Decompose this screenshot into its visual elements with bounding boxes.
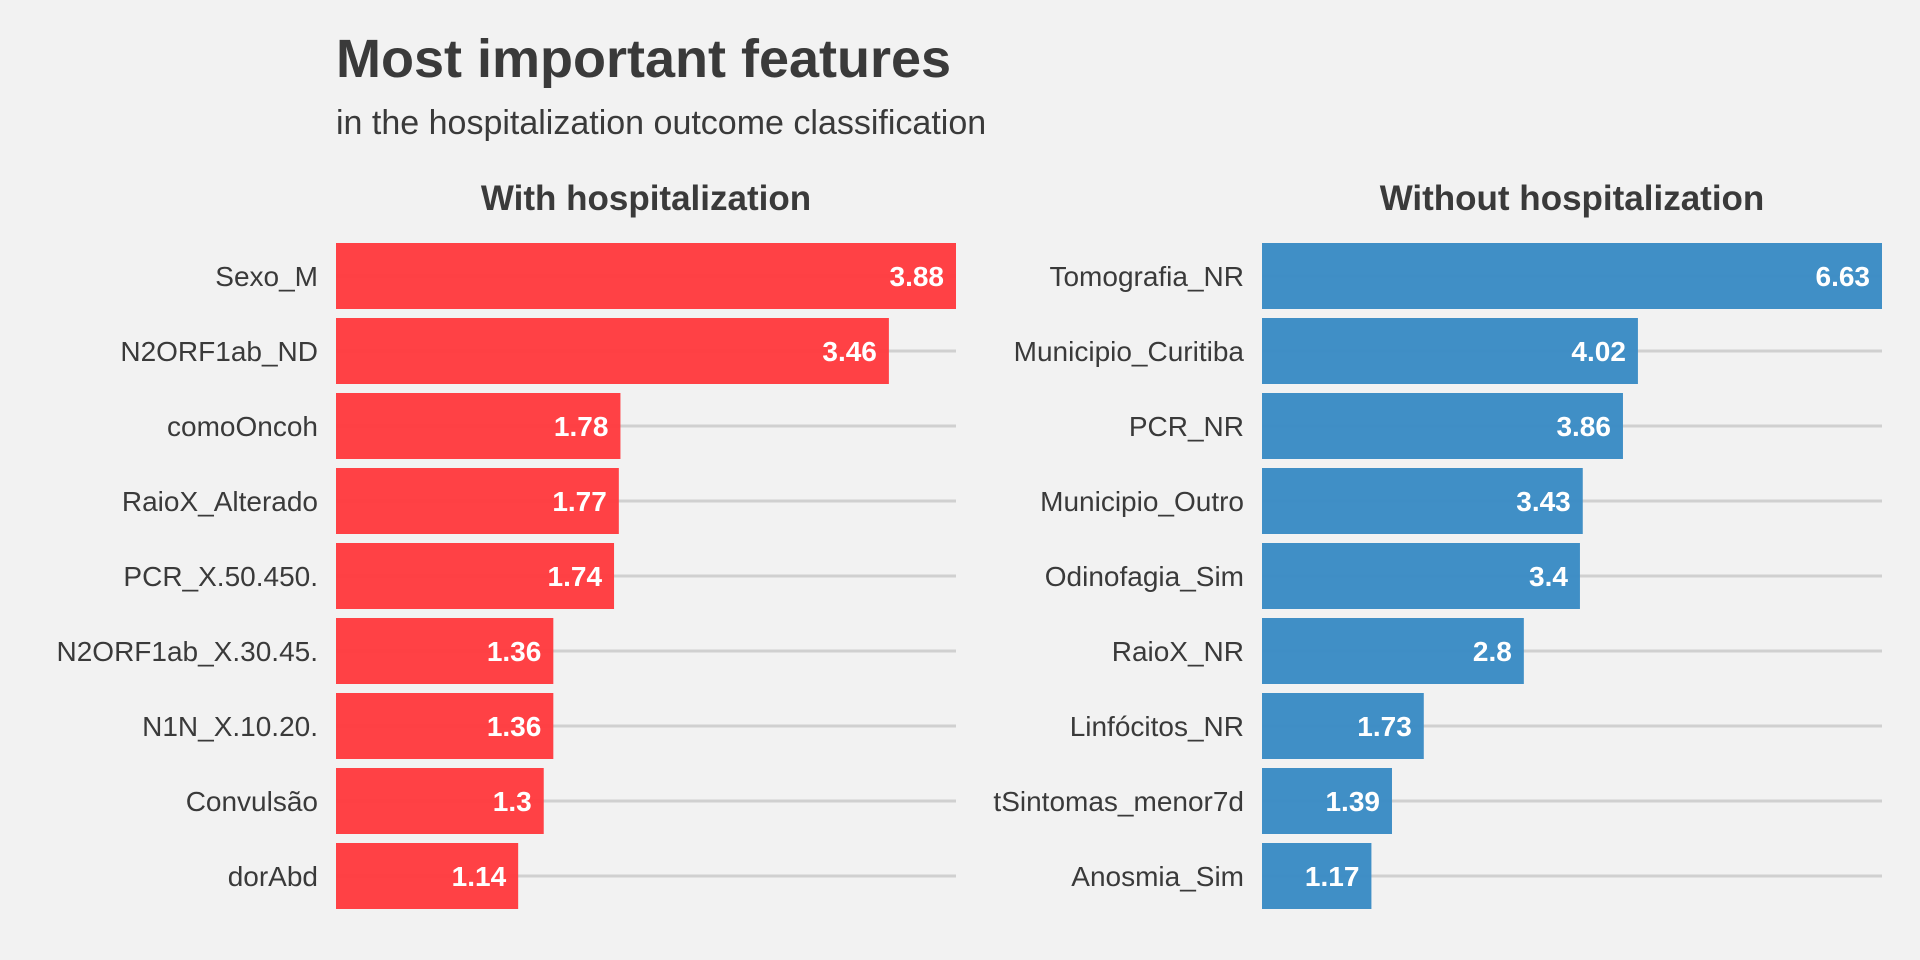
- value-label: 3.86: [1556, 411, 1611, 442]
- panel-right: Without hospitalization Tomografia_NR 6.63…: [993, 179, 1882, 909]
- value-label: 1.17: [1305, 861, 1360, 892]
- category-label: Tomografia_NR: [1049, 261, 1244, 292]
- category-label: N2ORF1ab_X.30.45.: [57, 636, 319, 667]
- category-label: Municipio_Curitiba: [1014, 336, 1245, 367]
- value-label: 4.02: [1571, 336, 1626, 367]
- bar: [336, 318, 889, 384]
- value-label: 3.88: [890, 261, 945, 292]
- category-label: Sexo_M: [215, 261, 318, 292]
- chart-subtitle: in the hospitalization outcome classific…: [336, 104, 987, 142]
- bar: [336, 393, 621, 459]
- category-label: N2ORF1ab_ND: [120, 336, 318, 367]
- bar: [1262, 393, 1623, 459]
- category-label: RaioX_NR: [1112, 636, 1244, 667]
- panel-title-left: With hospitalization: [481, 179, 811, 218]
- panel-left: With hospitalization Sexo_M 3.88 N2ORF1ab_N…: [57, 179, 956, 909]
- bar: [1262, 543, 1580, 609]
- bar: [1262, 618, 1524, 684]
- bar: [1262, 768, 1392, 834]
- category-label: Convulsão: [186, 786, 318, 817]
- value-label: 1.78: [554, 411, 609, 442]
- bar: [1262, 243, 1882, 309]
- bar: [336, 243, 956, 309]
- category-label: Linfócitos_NR: [1070, 711, 1244, 742]
- value-label: 3.46: [822, 336, 877, 367]
- value-label: 1.74: [548, 561, 603, 592]
- bar: [336, 768, 544, 834]
- bar: [1262, 693, 1424, 759]
- category-label: dorAbd: [228, 861, 318, 892]
- bar: [336, 543, 615, 609]
- category-label: N1N_X.10.20.: [142, 711, 318, 742]
- value-label: 1.36: [487, 711, 542, 742]
- bar: [336, 843, 519, 909]
- bar: [336, 618, 554, 684]
- value-label: 6.63: [1816, 261, 1871, 292]
- panel-title-right: Without hospitalization: [1380, 179, 1765, 218]
- value-label: 1.14: [452, 861, 507, 892]
- category-label: Odinofagia_Sim: [1045, 561, 1244, 592]
- value-label: 3.4: [1529, 561, 1568, 592]
- value-label: 1.77: [552, 486, 607, 517]
- value-label: 1.73: [1357, 711, 1412, 742]
- chart-title: Most important features: [336, 29, 952, 89]
- value-label: 3.43: [1516, 486, 1571, 517]
- value-label: 1.39: [1325, 786, 1380, 817]
- category-label: RaioX_Alterado: [122, 486, 318, 517]
- bar: [1262, 468, 1583, 534]
- bar: [1262, 318, 1638, 384]
- category-label: tSintomas_menor7d: [993, 786, 1244, 817]
- category-label: Anosmia_Sim: [1071, 861, 1244, 892]
- bar: [1262, 843, 1372, 909]
- bar: [336, 468, 619, 534]
- value-label: 1.3: [493, 786, 532, 817]
- category-label: PCR_X.50.450.: [123, 561, 318, 592]
- value-label: 2.8: [1473, 636, 1512, 667]
- category-label: Municipio_Outro: [1040, 486, 1244, 517]
- value-label: 1.36: [487, 636, 542, 667]
- category-label: PCR_NR: [1129, 411, 1244, 442]
- category-label: comoOncoh: [167, 411, 318, 442]
- bar: [336, 693, 554, 759]
